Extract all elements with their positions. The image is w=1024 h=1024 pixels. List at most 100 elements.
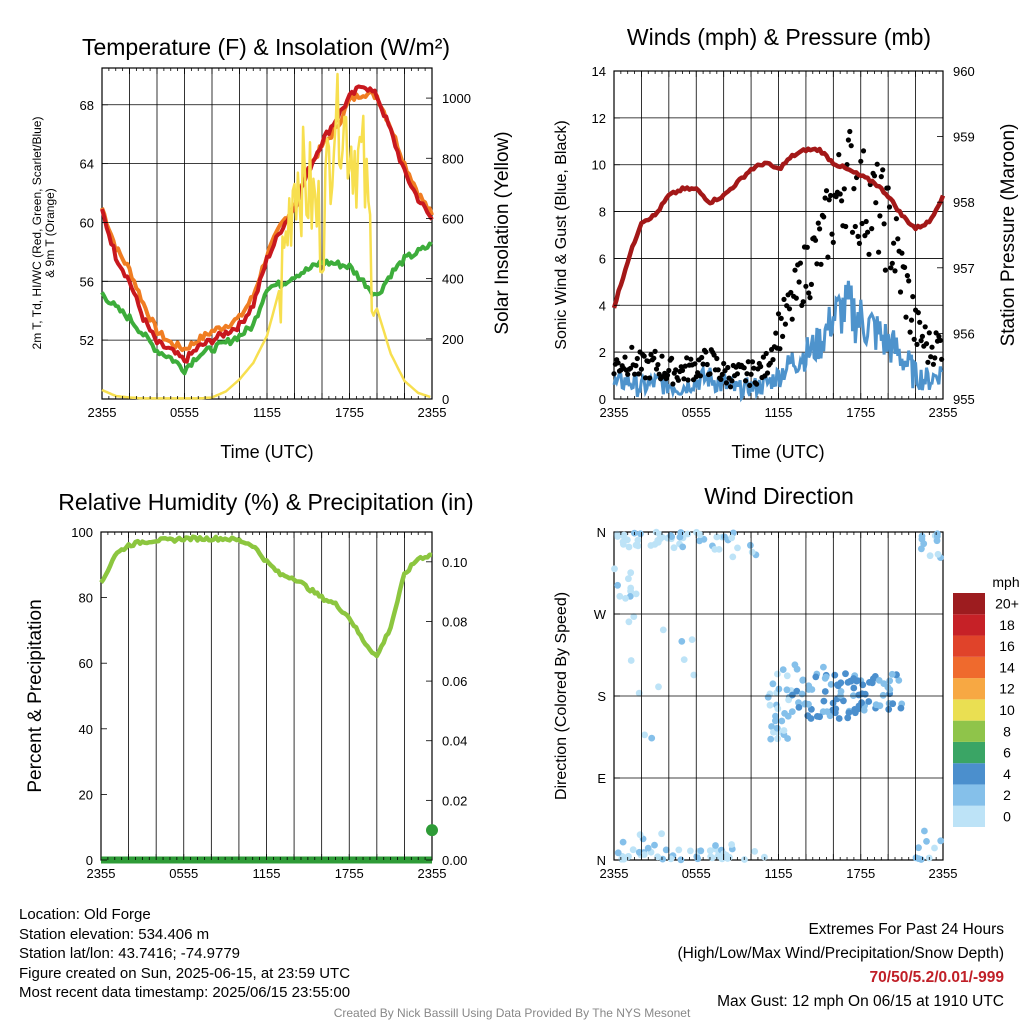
direction-point: [886, 677, 894, 685]
humidity-y2tick-label: 0.08: [442, 614, 467, 629]
temperature-y2tick-label: 0: [442, 392, 449, 407]
winds-gust-point: [629, 344, 635, 350]
direction-point: [658, 830, 665, 838]
winds-gust-point: [815, 220, 821, 226]
direction-point: [879, 691, 887, 699]
direction-point: [934, 530, 941, 538]
direction-point: [678, 638, 686, 645]
direction-point: [696, 537, 703, 545]
direction-point: [625, 543, 633, 551]
direction-xtick-label: 2355: [929, 866, 958, 881]
direction-point: [636, 831, 644, 839]
winds-gust-point: [714, 355, 720, 362]
direction-point: [789, 691, 796, 699]
direction-point: [627, 584, 635, 592]
winds-gust-point: [818, 261, 824, 267]
direction-point: [885, 705, 893, 713]
direction-point: [920, 540, 928, 548]
direction-point: [769, 680, 777, 688]
winds-gust-point: [874, 161, 880, 167]
winds-panel: Winds (mph) & Pressure (mb) 2355 0555 1155…: [553, 24, 1019, 462]
direction-point: [654, 853, 661, 861]
winds-gust-point: [873, 200, 879, 206]
humidity-ytick-label: 80: [79, 591, 93, 606]
winds-gust-point: [877, 213, 883, 219]
temperature-y2label: Solar Insolation (Yellow): [492, 131, 513, 334]
winds-gust-point: [669, 355, 675, 361]
direction-point: [840, 697, 847, 705]
direction-point: [634, 542, 642, 550]
direction-point: [778, 717, 786, 725]
direction-point: [812, 673, 820, 681]
direction-point: [614, 581, 621, 589]
winds-gust-point: [808, 281, 815, 287]
winds-gust-point: [865, 229, 871, 235]
colorbar-label: 16: [999, 638, 1015, 654]
direction-point: [635, 689, 643, 697]
winds-gust-point: [911, 336, 917, 342]
colorbar-title: mph: [992, 574, 1019, 590]
temperature-series-dewpoint: [100, 241, 433, 376]
winds-gust-point: [807, 295, 813, 301]
speed-colorbar: mph 0 2 4 6 8 10 12 14 16 18 20+: [953, 574, 1020, 827]
direction-point: [837, 692, 844, 699]
winds-gust-point: [925, 359, 931, 365]
winds-gust-point: [700, 361, 706, 367]
winds-gust-point: [653, 366, 660, 372]
direction-point: [774, 670, 781, 678]
direction-point: [872, 701, 880, 709]
winds-xtick-label: 1755: [846, 405, 875, 420]
direction-point: [632, 590, 640, 598]
winds-gust-point: [863, 218, 869, 225]
direction-point: [659, 855, 667, 863]
direction-point: [641, 731, 648, 739]
humidity-y2tick-label: 0.10: [442, 555, 467, 570]
temperature-y2tick-label: 1000: [442, 91, 471, 106]
temperature-ylabel-1: 2m T, Td, HI/WC (Red, Green, Scarlet/Blu…: [30, 117, 44, 350]
winds-gust-point: [859, 220, 865, 227]
winds-gust-point: [666, 367, 672, 374]
direction-ytick-label: N: [597, 853, 606, 868]
humidity-panel: Relative Humidity (%) & Precipitation (i…: [25, 489, 474, 881]
winds-gust-point: [770, 357, 776, 363]
winds-gust-point: [777, 346, 783, 352]
direction-point: [648, 734, 656, 742]
temperature-ylabel-2: & 9m T (Orange): [43, 188, 57, 278]
direction-xtick-label: 0555: [682, 866, 711, 881]
winds-gust-point: [839, 198, 845, 204]
direction-point: [816, 713, 823, 721]
winds-series-pressure: [611, 146, 946, 309]
humidity-ylabel: Percent & Precipitation: [25, 599, 46, 792]
direction-point: [860, 706, 868, 714]
winds-ytick-label: 4: [599, 298, 606, 313]
winds-gust-point: [891, 240, 897, 246]
direction-point: [783, 672, 791, 680]
direction-point: [917, 856, 925, 863]
recent-timestamp: Most recent data timestamp: 2025/06/15 2…: [19, 984, 351, 1001]
direction-point: [640, 851, 648, 858]
direction-point: [625, 575, 632, 583]
humidity-y2tick-label: 0.00: [442, 853, 467, 868]
winds-y2tick-label: 955: [953, 392, 975, 407]
direction-point: [680, 656, 688, 663]
winds-ytick-label: 8: [599, 205, 606, 220]
winds-gust-point: [852, 223, 858, 230]
humidity-ytick-label: 40: [79, 722, 93, 737]
winds-gust-point: [806, 290, 812, 296]
direction-point: [676, 533, 684, 541]
winds-gust-point: [719, 371, 725, 377]
winds-gust-point: [892, 268, 898, 274]
temperature-title: Temperature (F) & Insolation (W/m²): [82, 34, 450, 60]
winds-gust-point: [804, 244, 810, 250]
direction-point: [748, 548, 756, 556]
direction-ylabel: Direction (Colored By Speed): [553, 592, 570, 800]
direction-point: [634, 536, 642, 544]
humidity-xtick-label: 2355: [418, 866, 447, 881]
winds-series-wind: [612, 280, 944, 403]
direction-point: [868, 679, 876, 687]
winds-gust-point: [655, 362, 661, 368]
humidity-y2tick-label: 0.02: [442, 793, 467, 808]
direction-point: [728, 841, 735, 848]
winds-gust-point: [880, 167, 886, 173]
direction-point: [820, 697, 828, 705]
